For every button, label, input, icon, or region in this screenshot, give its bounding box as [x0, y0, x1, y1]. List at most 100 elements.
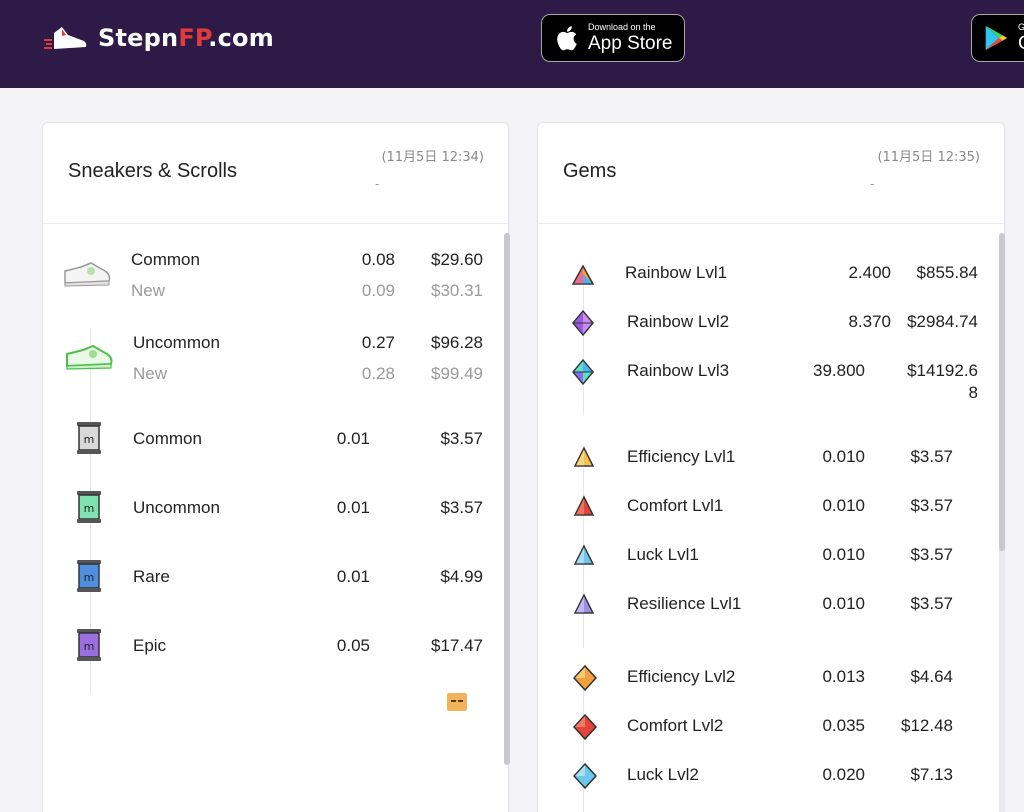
- list-item[interactable]: m Epic 0.05 $17.47: [43, 628, 483, 664]
- svg-text:m: m: [84, 502, 95, 515]
- item-sub-usd-price: $30.31: [431, 281, 483, 300]
- scrollbar[interactable]: [504, 233, 510, 765]
- item-gst-price: 0.013: [822, 667, 865, 686]
- luck-gem-lvl1-icon: [573, 544, 595, 565]
- google-play-badge[interactable]: GE G: [971, 14, 1024, 62]
- update-timestamp: (11月5日 12:35): [877, 150, 980, 165]
- app-store-small-text: Download on the: [588, 22, 656, 32]
- sneaker-uncommon-icon: [66, 344, 113, 370]
- comfort-gem-lvl1-icon: [573, 495, 595, 516]
- item-name: Resilience Lvl1: [627, 594, 742, 613]
- item-usd-price: $4.64: [910, 667, 953, 686]
- item-name: Rainbow Lvl1: [625, 263, 728, 282]
- item-usd-price-line1: $14192.6: [907, 361, 978, 380]
- scroll-epic-icon: m: [77, 629, 101, 661]
- item-usd-price: $2984.74: [907, 312, 978, 331]
- list-item[interactable]: Comfort Lvl2 0.035 $12.48: [538, 713, 978, 743]
- sneaker-logo-icon: [44, 27, 87, 49]
- item-usd-price: $4.99: [440, 567, 483, 586]
- update-timestamp: (11月5日 12:34): [381, 150, 484, 165]
- list-item[interactable]: Efficiency Lvl1 0.010 $3.57: [538, 444, 978, 474]
- list-item[interactable]: Luck Lvl2 0.020 $7.13: [538, 762, 978, 792]
- item-sub-usd-price: $99.49: [431, 364, 483, 383]
- item-usd-price: $12.48: [901, 716, 953, 735]
- price-change: -: [870, 177, 875, 191]
- scrollbar-thumb[interactable]: [999, 233, 1005, 551]
- google-play-icon: [985, 25, 1008, 51]
- scroll-common-icon: m: [77, 422, 101, 454]
- sneakers-scrolls-card: Sneakers & Scrolls (11月5日 12:34) - Commo…: [42, 122, 510, 812]
- item-name: Common: [131, 250, 200, 269]
- list-item[interactable]: Rainbow Lvl2 8.370 $2984.74: [538, 309, 978, 339]
- item-usd-price: $3.57: [440, 429, 483, 448]
- item-sub-label: New: [131, 281, 166, 300]
- item-gst-price: 0.01: [336, 567, 370, 586]
- item-usd-price-line2: 8: [968, 383, 978, 402]
- list-item[interactable]: Rainbow Lvl3 39.800 $14192.6 8: [538, 358, 978, 408]
- item-usd-price: $7.13: [910, 765, 953, 784]
- list-item[interactable]: m Common 0.01 $3.57: [43, 421, 483, 457]
- card-header: Sneakers & Scrolls (11月5日 12:34) -: [43, 123, 508, 224]
- resilience-gem-lvl1-icon: [573, 593, 595, 614]
- card-title: Sneakers & Scrolls: [68, 160, 237, 182]
- item-gst-price: 0.08: [361, 250, 395, 269]
- comfort-gem-lvl2-icon: [573, 714, 597, 740]
- list-item[interactable]: m Uncommon 0.01 $3.57: [43, 490, 483, 526]
- item-gst-price: 0.010: [822, 447, 865, 466]
- scroll-uncommon-icon: m: [77, 491, 101, 523]
- item-gst-price: 0.01: [336, 429, 370, 448]
- card-title: Gems: [563, 160, 617, 182]
- list-item[interactable]: Common New 0.08 $29.60 0.09 $30.31: [43, 245, 483, 307]
- item-gst-price: 0.01: [336, 498, 370, 517]
- mystery-box-icon[interactable]: [447, 693, 467, 711]
- rainbow-gem-lvl1-icon: [571, 264, 595, 285]
- item-gst-price: 0.035: [822, 716, 865, 735]
- item-name: Rainbow Lvl2: [627, 312, 730, 331]
- timeline-line: [583, 283, 584, 415]
- item-gst-price: 0.010: [822, 545, 865, 564]
- item-usd-price: $3.57: [910, 496, 953, 515]
- top-navigation-bar: StepnFP.com Download on the App Store GE…: [0, 0, 1024, 88]
- item-gst-price: 0.05: [336, 636, 370, 655]
- item-usd-price: $17.47: [431, 636, 483, 655]
- item-name: Rainbow Lvl3: [627, 361, 730, 380]
- list-item[interactable]: Comfort Lvl1 0.010 $3.57: [538, 493, 978, 523]
- list-item[interactable]: Uncommon New 0.27 $96.28 0.28 $99.49: [43, 328, 483, 390]
- item-gst-price: 0.020: [822, 765, 865, 784]
- item-usd-price: $855.84: [916, 263, 978, 282]
- timeline-line: [583, 689, 584, 812]
- scroll-rare-icon: m: [77, 560, 101, 592]
- site-logo[interactable]: StepnFP.com: [44, 20, 274, 56]
- item-name: Efficiency Lvl1: [627, 447, 736, 466]
- item-name: Rare: [133, 567, 170, 586]
- item-sub-gst-price: 0.09: [361, 281, 395, 300]
- luck-gem-lvl2-icon: [573, 763, 597, 789]
- app-store-big-text: App Store: [588, 33, 673, 54]
- efficiency-gem-lvl1-icon: [573, 446, 595, 467]
- item-gst-price: 0.010: [822, 594, 865, 613]
- item-gst-price: 0.010: [822, 496, 865, 515]
- item-name: Common: [133, 429, 202, 448]
- item-name: Uncommon: [133, 498, 220, 517]
- item-usd-price: $29.60: [431, 250, 483, 269]
- efficiency-gem-lvl2-icon: [573, 665, 597, 691]
- app-store-badge[interactable]: Download on the App Store: [541, 14, 685, 62]
- site-name: StepnFP.com: [98, 24, 274, 52]
- item-usd-price: $3.57: [910, 545, 953, 564]
- item-gst-price: 8.370: [848, 312, 891, 331]
- item-usd-price: $3.57: [440, 498, 483, 517]
- list-item[interactable]: Resilience Lvl1 0.010 $3.57: [538, 591, 978, 621]
- price-change: -: [375, 177, 380, 191]
- sneaker-common-icon: [64, 262, 111, 287]
- svg-text:m: m: [84, 571, 95, 584]
- list-item[interactable]: Rainbow Lvl1 2.400 $855.84: [538, 261, 978, 291]
- list-item[interactable]: Luck Lvl1 0.010 $3.57: [538, 542, 978, 572]
- item-usd-price: $3.57: [910, 594, 953, 613]
- list-item[interactable]: Efficiency Lvl2 0.013 $4.64: [538, 664, 978, 694]
- item-gst-price: 2.400: [848, 263, 891, 282]
- item-name: Uncommon: [133, 333, 220, 352]
- svg-text:m: m: [84, 433, 95, 446]
- item-sub-label: New: [133, 364, 168, 383]
- list-item[interactable]: m Rare 0.01 $4.99: [43, 559, 483, 595]
- gems-card: Gems (11月5日 12:35) - Rainbow Lvl1 2.400 …: [537, 122, 1005, 812]
